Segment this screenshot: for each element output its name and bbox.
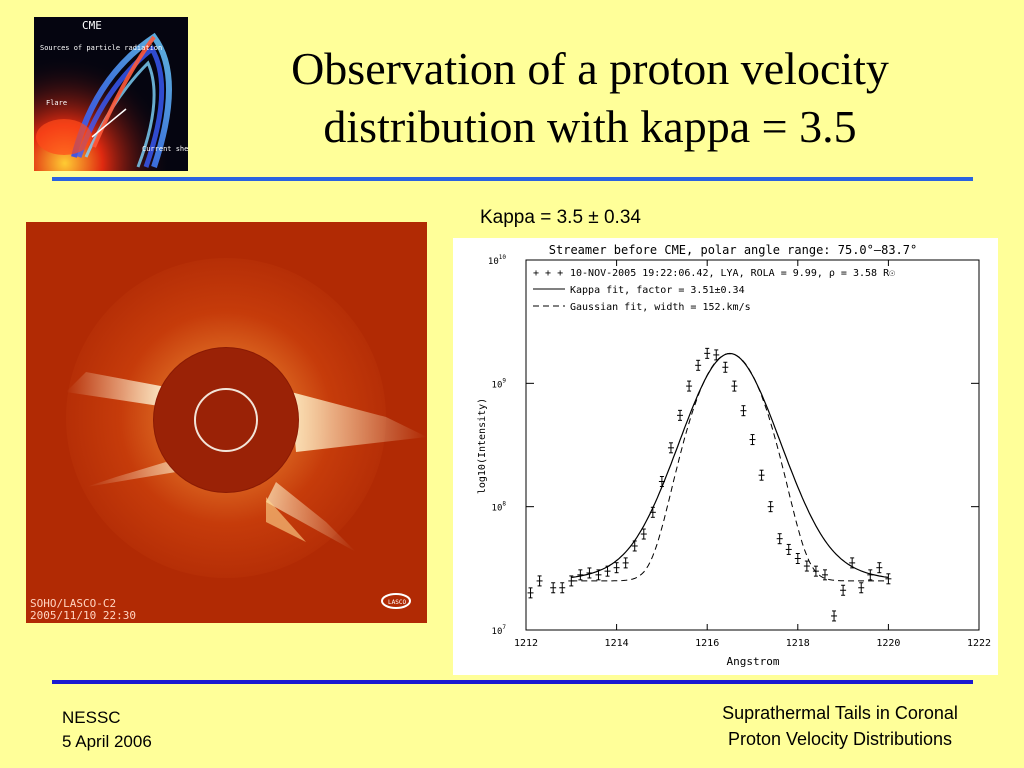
- slide-title-line2: distribution with kappa = 3.5: [323, 101, 857, 152]
- data-point: [667, 442, 674, 454]
- x-tick-label: 1222: [967, 638, 991, 649]
- kappa-label: Kappa = 3.5 ± 0.34: [480, 207, 641, 228]
- lasco-coronagraph-image: SOHO/LASCO-C2 2005/11/10 22:30 LASCO: [26, 222, 427, 623]
- slide-title-line1: Observation of a proton velocity: [291, 43, 889, 94]
- cme-label: CME: [82, 19, 102, 32]
- sources-label: Sources of particle radiation: [40, 44, 162, 52]
- current-sheet-label: Current sheet: [142, 145, 188, 153]
- data-point: [527, 587, 534, 599]
- data-point: [649, 506, 656, 518]
- data-point: [568, 575, 575, 587]
- data-point: [731, 380, 738, 392]
- data-point: [794, 552, 801, 564]
- data-point: [885, 573, 892, 585]
- data-point: [785, 543, 792, 555]
- plot-frame: [525, 259, 980, 631]
- y-tick-label: 107: [492, 624, 507, 637]
- data-point: [867, 569, 874, 581]
- data-point: [803, 560, 810, 572]
- y-tick-label: 1010: [488, 254, 506, 267]
- data-point: [622, 557, 629, 569]
- x-axis-label: Angstrom: [727, 655, 780, 668]
- footer-subtitle-line2: Proton Velocity Distributions: [727, 729, 953, 749]
- legend-symbol-data: + + +: [533, 268, 563, 279]
- data-point: [640, 528, 647, 540]
- data-point: [550, 582, 557, 594]
- footer-date: 5 April 2006: [62, 732, 152, 751]
- title-divider: [52, 177, 973, 181]
- lasco-logo-text: LASCO: [388, 599, 406, 606]
- footer-subtitle-line1: Suprathermal Tails in Coronal: [722, 703, 958, 723]
- intensity-plot-panel: Streamer before CME, polar angle range: …: [453, 238, 998, 675]
- plot-title: Streamer before CME, polar angle range: …: [549, 243, 917, 257]
- footer-org: NESSC: [62, 708, 121, 727]
- x-tick-label: 1216: [695, 638, 719, 649]
- data-point: [876, 562, 883, 574]
- y-tick-label: 109: [492, 377, 507, 390]
- footer-left: NESSC 5 April 2006: [62, 706, 152, 754]
- x-axis-ticks: 1212 1214 1216 1218 1220 1222: [514, 260, 991, 649]
- data-point: [767, 501, 774, 513]
- flare-label: Flare: [46, 99, 67, 107]
- slide-title: Observation of a proton velocity distrib…: [200, 40, 980, 156]
- data-point: [758, 469, 765, 481]
- x-tick-label: 1212: [514, 638, 538, 649]
- x-tick-label: 1220: [876, 638, 900, 649]
- legend-label-data: 10-NOV-2005 19:22:06.42, LYA, ROLA = 9.9…: [570, 268, 895, 279]
- data-point: [831, 610, 838, 622]
- data-point: [559, 582, 566, 594]
- data-point: [704, 347, 711, 359]
- x-tick-label: 1218: [786, 638, 810, 649]
- footer-right: Suprathermal Tails in Coronal Proton Vel…: [680, 700, 1000, 752]
- data-point: [595, 569, 602, 581]
- lasco-caption-line2: 2005/11/10 22:30: [30, 609, 136, 622]
- data-point: [713, 349, 720, 361]
- data-point: [677, 409, 684, 421]
- intensity-plot: Streamer before CME, polar angle range: …: [477, 243, 991, 668]
- footer-divider: [52, 680, 973, 684]
- data-point: [536, 575, 543, 587]
- legend-label-gaussian: Gaussian fit, width = 152.km/s: [570, 302, 751, 313]
- cme-diagram-thumbnail: CME Sources of particle radiation Flare …: [34, 17, 188, 171]
- kappa-fit-line: [571, 352, 889, 578]
- cme-diagram-illustration: CME Sources of particle radiation Flare …: [34, 17, 188, 171]
- data-point: [695, 359, 702, 371]
- data-point: [812, 565, 819, 577]
- data-point: [821, 569, 828, 581]
- data-point: [577, 569, 584, 581]
- data-point: [840, 584, 847, 596]
- data-point: [858, 582, 865, 594]
- legend: + + + 10-NOV-2005 19:22:06.42, LYA, ROLA…: [533, 268, 895, 313]
- data-point: [686, 380, 693, 392]
- data-point: [749, 434, 756, 446]
- data-point: [776, 533, 783, 545]
- coronagraph-illustration: SOHO/LASCO-C2 2005/11/10 22:30 LASCO: [26, 222, 427, 623]
- data-point: [658, 475, 665, 487]
- data-point: [586, 567, 593, 579]
- data-point: [631, 540, 638, 552]
- legend-label-kappa: Kappa fit, factor = 3.51±0.34: [570, 285, 745, 296]
- data-point: [613, 562, 620, 574]
- data-point: [604, 565, 611, 577]
- data-point: [740, 405, 747, 417]
- x-tick-label: 1214: [605, 638, 629, 649]
- y-axis-label: log10(Intensity): [477, 398, 488, 494]
- lasco-caption-line1: SOHO/LASCO-C2: [30, 597, 116, 610]
- data-point: [849, 557, 856, 569]
- gaussian-fit-line: [571, 352, 889, 582]
- data-points: [527, 347, 892, 622]
- y-tick-label: 108: [492, 501, 507, 514]
- data-point: [722, 361, 729, 373]
